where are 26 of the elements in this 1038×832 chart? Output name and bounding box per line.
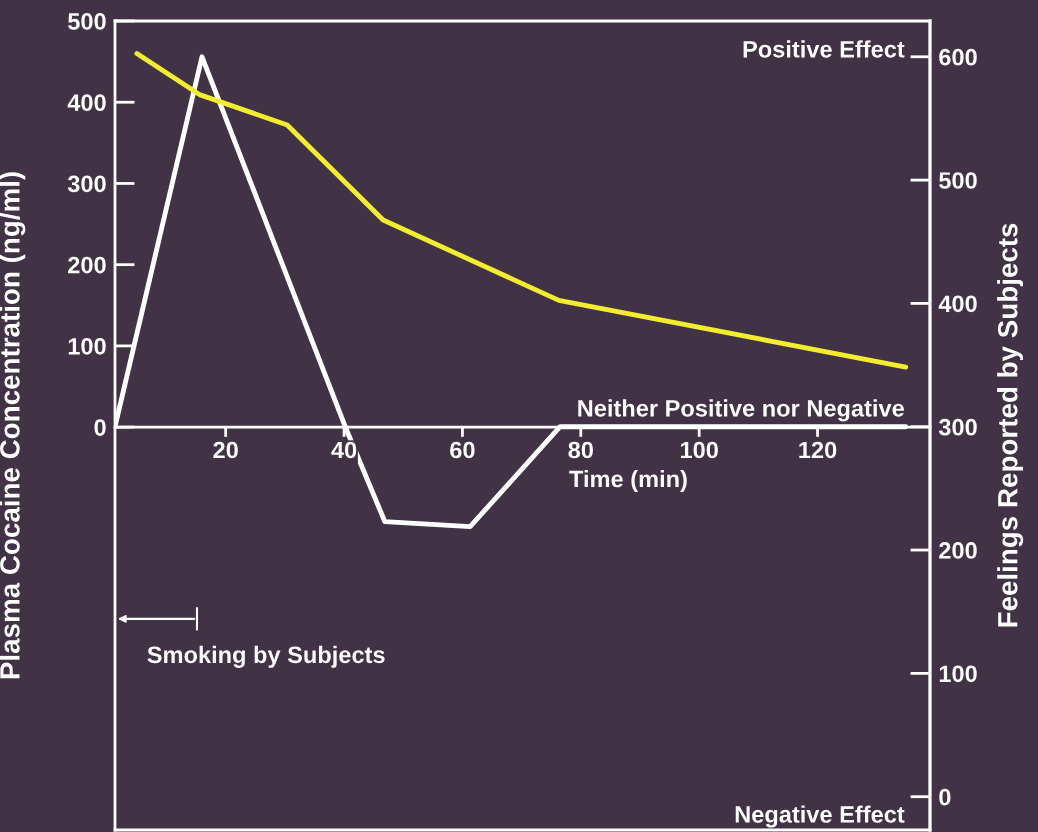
y-tick-label: 100 <box>68 337 106 355</box>
y-tick-label: 200 <box>68 256 106 274</box>
y2-tick-label: 600 <box>939 48 977 66</box>
x-tick-label: 20 <box>213 441 238 459</box>
y2-tick-label: 0 <box>939 788 951 806</box>
x-tick-label: 120 <box>799 441 837 459</box>
x-tick-label: 100 <box>680 441 718 459</box>
x-axis-title: Time (min) <box>569 469 687 493</box>
y-tick-label: 400 <box>67 94 106 112</box>
x-tick-label: 40 <box>331 441 357 459</box>
y2-tick-label: 500 <box>939 172 977 189</box>
y2-tick-label: 200 <box>939 542 977 559</box>
x-tick-label: 60 <box>450 441 475 459</box>
annotation: Neither Positive nor Negative <box>578 399 904 422</box>
y-axis-title: Plasma Cocaine Concentration (ng/ml) <box>0 172 26 679</box>
y-tick-label: 300 <box>67 175 106 193</box>
y2-tick-label: 300 <box>938 418 977 436</box>
y2-tick-label: 400 <box>938 295 977 313</box>
y-tick-label: 0 <box>94 419 106 436</box>
y-tick-label: 500 <box>68 13 106 30</box>
y2-tick-label: 100 <box>939 665 977 683</box>
annotation: Negative Effect <box>735 805 905 828</box>
x-tick-label: 80 <box>568 441 593 459</box>
annotation: Smoking by Subjects <box>147 645 385 668</box>
y2-axis-title: Feelings Reported by Subjects <box>997 223 1024 627</box>
annotation: Positive Effect <box>743 40 905 58</box>
